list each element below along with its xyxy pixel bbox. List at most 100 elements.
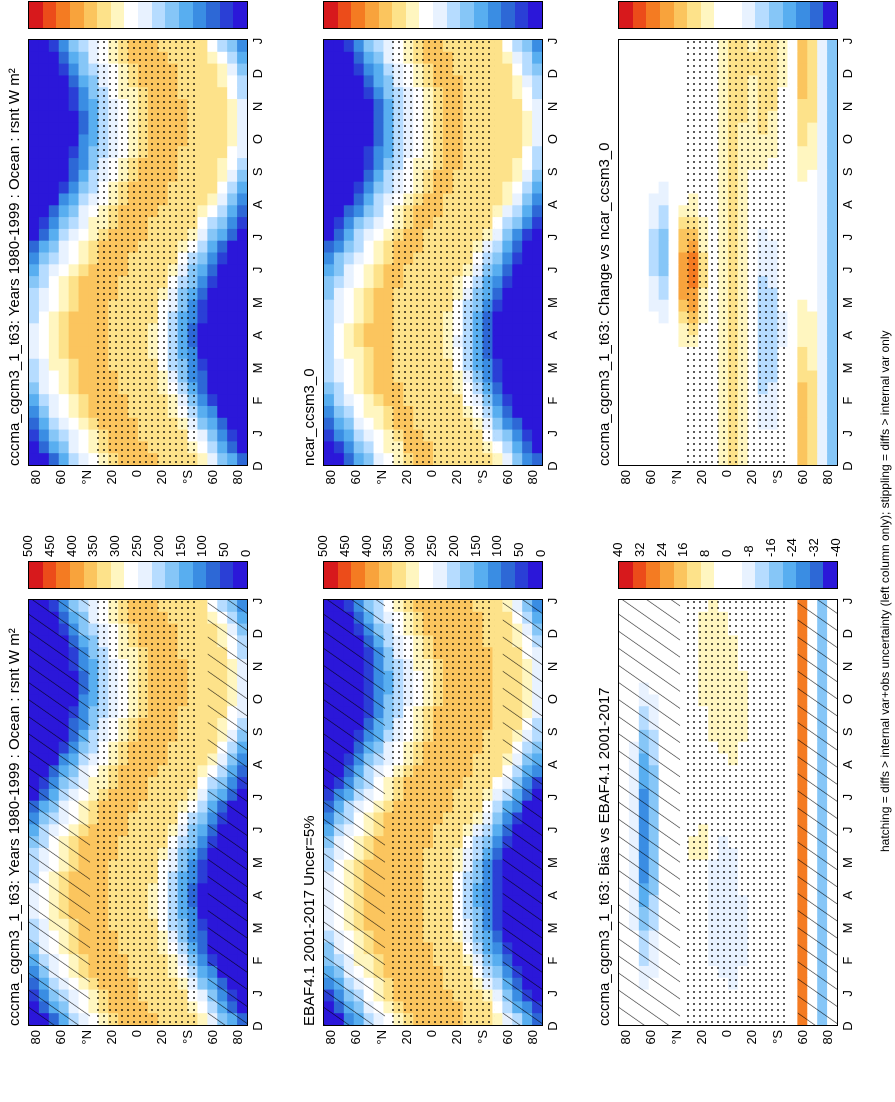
heatmap-cell xyxy=(638,63,650,76)
heatmap-cell xyxy=(807,393,818,406)
colorbar-tick-label: -40 xyxy=(828,538,843,557)
heatmap-cell xyxy=(787,334,798,347)
heatmap-cell xyxy=(38,51,50,64)
heatmap-cell xyxy=(787,717,798,730)
heatmap-cell xyxy=(343,204,355,218)
heatmap-cell xyxy=(817,346,828,359)
heatmap-cell xyxy=(197,310,208,324)
heatmap-cell xyxy=(638,228,650,241)
heatmap-cell xyxy=(797,299,808,312)
heatmap-cell xyxy=(797,110,808,123)
heatmap-cell xyxy=(38,440,50,454)
heatmap-cell xyxy=(827,310,837,324)
heatmap-cell xyxy=(333,204,345,218)
heatmap-cell xyxy=(197,705,208,719)
heatmap-cell xyxy=(38,145,50,159)
heatmap-cell xyxy=(668,74,680,88)
heatmap-cell xyxy=(827,358,837,371)
heatmap-cell xyxy=(237,169,247,182)
heatmap-cell xyxy=(373,417,385,430)
colorbar-swatch xyxy=(42,562,57,588)
heatmap-cell xyxy=(827,216,837,229)
heatmap-cell xyxy=(532,322,542,336)
x-tick-label: A xyxy=(545,330,560,340)
heatmap-cell xyxy=(237,74,247,88)
heatmap-cell xyxy=(197,965,208,978)
heatmap-cell xyxy=(817,417,828,430)
heatmap-cell xyxy=(502,358,513,371)
heatmap-cell xyxy=(197,51,208,64)
heatmap-cell xyxy=(58,216,70,229)
heatmap-cell xyxy=(492,741,503,754)
heatmap-cell xyxy=(227,63,238,76)
heatmap-cell xyxy=(343,381,355,395)
heatmap-cell xyxy=(363,169,375,182)
heatmap-cell xyxy=(343,299,355,312)
x-tick-label: M xyxy=(250,857,265,868)
heatmap-cell xyxy=(363,440,375,454)
heatmap-cell xyxy=(522,299,533,312)
heatmap-cell xyxy=(38,428,50,442)
heatmap-cell xyxy=(373,393,385,406)
heatmap-cell xyxy=(78,405,90,418)
x-tick-label: J xyxy=(545,233,560,241)
heatmap-cell xyxy=(522,145,533,159)
heatmap-cell xyxy=(668,251,680,265)
colorbar-tick-label: 350 xyxy=(380,535,396,557)
heatmap-cell xyxy=(628,122,640,135)
heatmap-cell xyxy=(343,98,355,111)
heatmap-cell xyxy=(638,417,650,430)
heatmap-cell xyxy=(78,263,90,277)
heatmap-cell xyxy=(817,452,828,465)
heatmap-cell xyxy=(638,322,650,336)
heatmap-cell xyxy=(333,145,345,159)
heatmap-cell xyxy=(492,181,503,194)
heatmap-cell xyxy=(48,393,60,406)
heatmap-cell xyxy=(48,322,60,336)
stipple-overlay xyxy=(389,600,495,1025)
heatmap-cell xyxy=(522,63,533,76)
heatmap-cell xyxy=(353,428,365,442)
heatmap-cell xyxy=(638,405,650,418)
heatmap-cell xyxy=(827,334,837,347)
heatmap-cell xyxy=(787,299,798,312)
heatmap-cell xyxy=(29,310,40,324)
heatmap-cell xyxy=(512,216,523,229)
heatmap-cell xyxy=(532,358,542,371)
x-tick-label: D xyxy=(545,1021,560,1031)
heatmap-cell xyxy=(502,393,513,406)
heatmap-cell xyxy=(217,98,228,111)
colorbar-tick-label: 32 xyxy=(631,542,647,557)
colorbar-swatch xyxy=(473,2,488,28)
heatmap-cell xyxy=(797,440,808,454)
heatmap-cell xyxy=(78,228,90,241)
heatmap-cell xyxy=(658,122,670,135)
heatmap-cell xyxy=(68,74,80,88)
heatmap-cell xyxy=(648,334,660,347)
heatmap-cell xyxy=(532,51,542,64)
heatmap-cell xyxy=(628,228,640,241)
heatmap-cell xyxy=(29,192,40,206)
x-tick-label: S xyxy=(250,727,265,737)
x-tick-label: J xyxy=(545,597,560,605)
heatmap-cell xyxy=(492,1012,503,1025)
heatmap-cell xyxy=(68,310,80,324)
heatmap-cell xyxy=(628,98,640,111)
heatmap-cell xyxy=(532,40,542,52)
heatmap-cell xyxy=(638,122,650,135)
heatmap-cell xyxy=(797,216,808,229)
heatmap-cell xyxy=(363,310,375,324)
heatmap-cell xyxy=(817,110,828,123)
heatmap-cell xyxy=(217,181,228,194)
heatmap-cell xyxy=(827,263,837,277)
heatmap-cell xyxy=(817,263,828,277)
heatmap-cell xyxy=(512,110,523,123)
colorbar-swatch xyxy=(755,562,769,588)
heatmap-cell xyxy=(619,240,630,253)
heatmap-cell xyxy=(373,346,385,359)
heatmap-cell xyxy=(373,228,385,241)
heatmap-cell xyxy=(237,122,247,135)
heatmap-cell xyxy=(787,870,798,884)
colorbar xyxy=(618,561,838,589)
heatmap-cell xyxy=(48,240,60,253)
